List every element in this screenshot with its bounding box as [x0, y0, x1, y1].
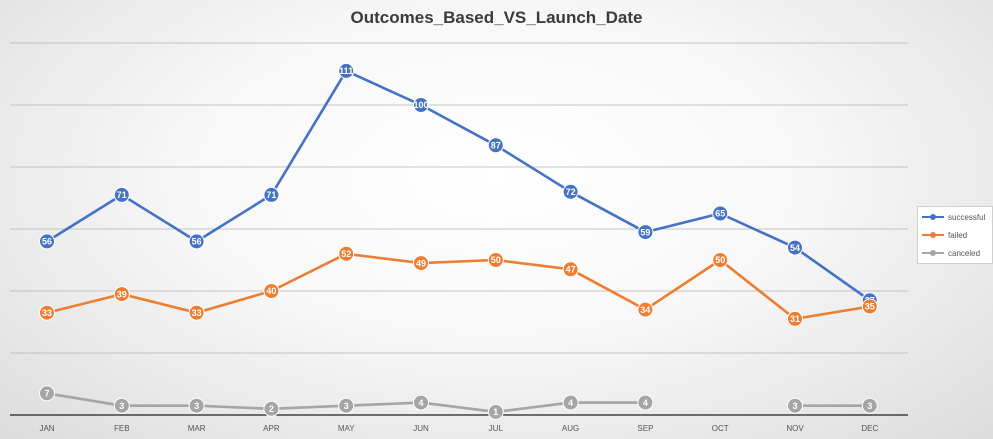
successful-data-point [413, 97, 429, 113]
canceled-data-point [861, 397, 878, 414]
successful-data-label: 71 [266, 190, 276, 200]
legend-label: failed [948, 230, 968, 240]
x-tick-label: FEB [114, 424, 130, 433]
failed-data-point [263, 283, 280, 299]
successful-series-line [46, 69, 871, 302]
canceled-data-label: 4 [568, 398, 573, 408]
canceled-data-label: 1 [493, 407, 498, 417]
chart-title: Outcomes_Based_VS_Launch_Date [350, 8, 643, 27]
canceled-data-point [338, 397, 355, 414]
canceled-data-point [39, 385, 55, 402]
legend: successful failed canceled [917, 206, 993, 264]
x-tick-label: JUL [489, 424, 504, 433]
successful-data-label: 111 [339, 66, 353, 76]
failed-data-label: 31 [790, 314, 800, 324]
x-tick-label: NOV [786, 424, 804, 433]
failed-data-label: 52 [341, 249, 351, 259]
failed-data-point [113, 286, 130, 303]
x-tick-label: DEC [861, 424, 878, 433]
failed-data-point [861, 298, 878, 315]
legend-swatch [922, 250, 944, 256]
canceled-data-point [487, 403, 504, 420]
successful-data-label: 72 [566, 187, 576, 197]
x-tick-label: OCT [712, 424, 729, 433]
failed-data-point [188, 304, 205, 321]
legend-label: canceled [948, 248, 981, 258]
x-tick-label: AUG [562, 424, 579, 433]
legend-item-failed: failed [918, 227, 992, 243]
failed-data-label: 40 [266, 286, 276, 296]
legend-swatch [922, 214, 944, 220]
failed-data-point [338, 245, 355, 262]
canceled-data-label: 3 [867, 401, 872, 411]
failed-data-point [562, 261, 579, 278]
successful-data-label: 59 [640, 227, 650, 237]
legend-label: successful [948, 212, 986, 222]
successful-data-point [487, 137, 504, 154]
failed-data-label: 50 [491, 255, 501, 265]
successful-data-point [338, 62, 355, 79]
successful-data-label: 87 [491, 141, 501, 151]
failed-data-point [787, 310, 803, 327]
successful-data-label: 65 [715, 209, 725, 219]
canceled-data-label: 4 [643, 398, 648, 408]
failed-data-label: 33 [192, 308, 202, 318]
failed-data-label: 33 [42, 308, 52, 318]
x-tick-label: APR [263, 424, 280, 433]
canceled-data-label: 3 [344, 401, 349, 411]
failed-data-label: 50 [715, 255, 725, 265]
canceled-data-point [263, 400, 280, 417]
successful-data-point [712, 205, 729, 222]
successful-data-label: 54 [790, 243, 800, 253]
x-tick-label: JAN [39, 424, 54, 433]
canceled-data-point [113, 397, 130, 414]
successful-data-label: 56 [42, 237, 52, 247]
successful-data-label: 56 [192, 237, 202, 247]
x-tick-label: SEP [637, 424, 653, 433]
successful-data-point [637, 224, 654, 241]
canceled-data-point [188, 397, 205, 414]
x-tick-label: MAY [338, 424, 355, 433]
failed-data-point [487, 252, 504, 268]
canceled-data-label: 3 [119, 401, 124, 411]
successful-data-label: 71 [117, 190, 127, 200]
canceled-data-point [413, 394, 429, 411]
failed-data-point [712, 252, 729, 268]
successful-data-point [562, 183, 579, 200]
failed-data-label: 34 [640, 305, 650, 315]
canceled-data-label: 3 [194, 401, 199, 411]
failed-data-point [637, 301, 654, 318]
failed-data-point [39, 304, 55, 321]
canceled-data-label: 2 [269, 404, 274, 414]
failed-data-point [413, 255, 429, 272]
canceled-data-point [637, 394, 654, 411]
legend-swatch [922, 232, 944, 238]
x-tick-label: MAR [188, 424, 206, 433]
x-tick-label: JUN [413, 424, 429, 433]
successful-data-point [113, 186, 130, 203]
successful-data-point [787, 239, 803, 256]
canceled-data-label: 3 [792, 401, 797, 411]
successful-data-label: 100 [413, 100, 428, 110]
successful-data-point [188, 233, 205, 250]
canceled-data-label: 4 [418, 398, 423, 408]
failed-data-label: 39 [117, 289, 127, 299]
canceled-data-point [787, 397, 803, 414]
failed-data-label: 47 [566, 265, 576, 275]
failed-data-label: 49 [416, 258, 426, 268]
canceled-data-point [562, 394, 579, 411]
successful-data-point [263, 186, 280, 203]
legend-item-successful: successful [918, 209, 992, 225]
failed-data-label: 35 [865, 302, 875, 312]
failed-series-line [46, 252, 871, 321]
canceled-data-label: 7 [44, 389, 49, 399]
legend-item-canceled: canceled [918, 245, 992, 261]
successful-data-point [39, 233, 55, 250]
